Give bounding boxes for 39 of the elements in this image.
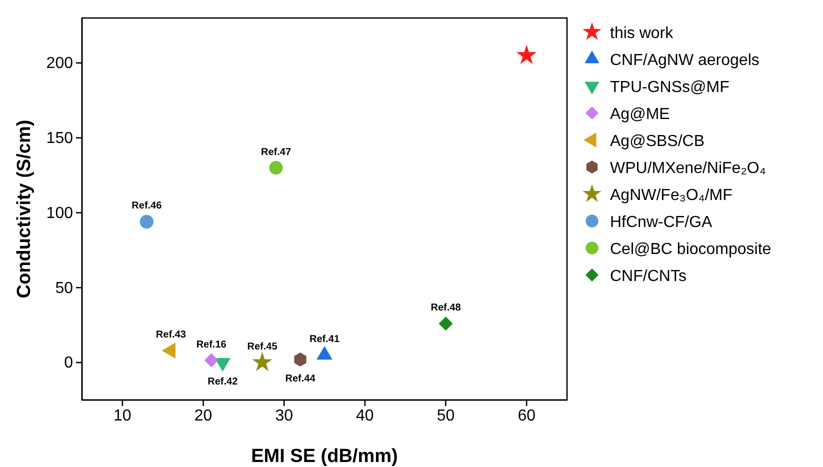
y-tick-label: 100 [46, 204, 74, 222]
point [438, 316, 453, 331]
legend-label: CNF/CNTs [610, 268, 686, 285]
point [204, 353, 218, 368]
y-tick-label: 200 [46, 55, 74, 72]
y-tick-label: 50 [55, 280, 74, 297]
annotation: Ref.46 [132, 200, 162, 212]
point [140, 214, 154, 229]
point [269, 160, 283, 175]
legend-label: this work [610, 25, 674, 42]
x-tick-label: 60 [518, 407, 536, 424]
legend-label: Ag@SBS/CB [610, 133, 704, 150]
y-tick-label: 0 [64, 354, 74, 372]
legend-label: TPU-GNSs@MF [610, 79, 730, 96]
x-tick-label: 20 [194, 407, 212, 424]
x-tick-label: 30 [275, 407, 294, 424]
annotation: Ref.41 [309, 334, 340, 346]
legend-label: HfCnw-CF/GA [610, 214, 713, 231]
y-axis-title: Conductivity (S/cm) [14, 120, 35, 298]
x-tick-label: 50 [436, 407, 455, 424]
annotation: Ref.44 [285, 374, 316, 385]
annotation: Ref.16 [196, 339, 227, 350]
legend-label: CNF/AgNW aerogels [610, 52, 760, 69]
annotation: Ref.42 [208, 376, 238, 388]
legend-label: Cel@BC biocomposite [610, 241, 772, 258]
legend-label: WPU/MXene/NiFe₂O₄ [610, 160, 766, 177]
annotation: Ref.43 [156, 330, 186, 341]
point [294, 352, 306, 367]
point [252, 352, 272, 372]
y-tick-label: 150 [46, 130, 74, 147]
annotation: Ref.47 [260, 146, 292, 158]
x-tick-label: 40 [356, 407, 374, 424]
x-axis-title: EMI SE (dB/mm) [251, 446, 398, 467]
annotation: Ref.45 [247, 342, 278, 353]
point [516, 44, 537, 64]
legend-label: Ag@ME [610, 106, 670, 123]
x-tick-label: 10 [114, 407, 132, 424]
legend-label: AgNW/Fe₃O₄/MF [610, 187, 733, 204]
annotation: Ref.48 [430, 302, 462, 314]
